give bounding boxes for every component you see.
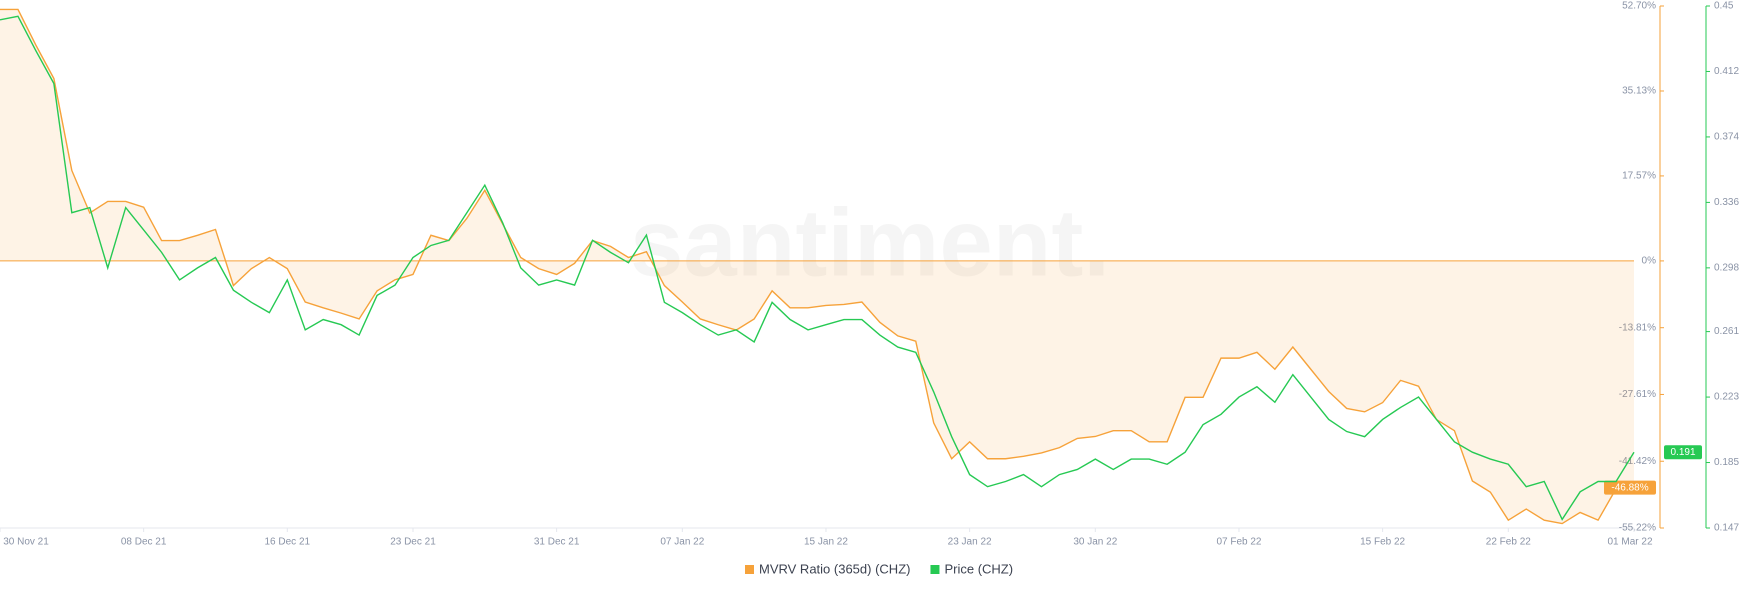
x-tick-label: 07 Feb 22 xyxy=(1216,537,1261,548)
y2-tick-label: 0.374 xyxy=(1714,132,1739,143)
y-tick-label: 52.70% xyxy=(1622,1,1656,12)
legend-label: Price (CHZ) xyxy=(944,561,1013,576)
x-tick-label: 30 Jan 22 xyxy=(1073,537,1117,548)
series-line xyxy=(0,8,1635,525)
y2-tick-label: 0.147 xyxy=(1714,523,1739,534)
x-tick-label: 15 Jan 22 xyxy=(804,537,848,548)
y-tick-label: -55.22% xyxy=(1619,523,1656,534)
y-tick-label: -27.61% xyxy=(1619,389,1656,400)
value-label: 0.191 xyxy=(1670,447,1695,458)
y2-tick-label: 0.223 xyxy=(1714,392,1739,403)
x-tick-label: 30 Nov 21 xyxy=(3,537,49,548)
y-tick-label: 0% xyxy=(1642,256,1657,267)
x-tick-label: 07 Jan 22 xyxy=(660,537,704,548)
x-tick-label: 16 Dec 21 xyxy=(264,537,310,548)
x-tick-label: 15 Feb 22 xyxy=(1360,537,1405,548)
y2-tick-label: 0.298 xyxy=(1714,263,1739,274)
value-label-box xyxy=(1604,480,1656,495)
y-tick-label: 35.13% xyxy=(1622,86,1656,97)
value-label-box xyxy=(1664,445,1702,460)
legend-swatch xyxy=(745,565,754,574)
y2-tick-label: 0.336 xyxy=(1714,197,1739,208)
x-tick-label: 23 Jan 22 xyxy=(948,537,992,548)
area xyxy=(0,9,1634,524)
x-tick-label: 31 Dec 21 xyxy=(534,537,580,548)
series-line xyxy=(0,15,1635,521)
y-tick-label: 17.57% xyxy=(1622,171,1656,182)
x-tick-label: 01 Mar 22 xyxy=(1607,537,1652,548)
y2-tick-label: 0.261 xyxy=(1714,326,1739,337)
x-tick-label: 22 Feb 22 xyxy=(1486,537,1531,548)
x-tick-label: 23 Dec 21 xyxy=(390,537,436,548)
legend-swatch xyxy=(930,565,940,574)
y2-tick-label: 0.412 xyxy=(1714,66,1739,77)
value-label: -46.88% xyxy=(1611,482,1648,493)
legend-label: MVRV Ratio (365d) (CHZ) xyxy=(759,561,910,576)
y2-tick-label: 0.45 xyxy=(1714,1,1734,12)
x-tick-label: 08 Dec 21 xyxy=(121,537,167,548)
y-tick-label: -41.42% xyxy=(1619,456,1656,467)
y-tick-label: -13.81% xyxy=(1619,322,1656,333)
y2-tick-label: 0.185 xyxy=(1714,457,1739,468)
